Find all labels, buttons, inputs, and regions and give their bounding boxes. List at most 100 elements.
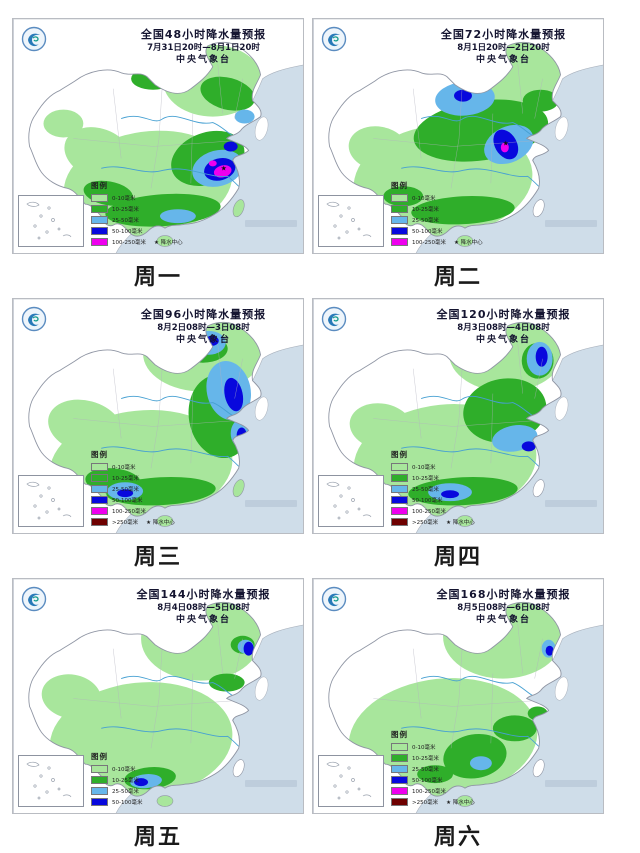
legend-entry: 100-250毫米 [91, 506, 175, 516]
korea-landmass [554, 116, 569, 141]
legend-entry: 25-50毫米 [391, 484, 475, 494]
china-border [328, 41, 562, 237]
legend-label: >250毫米 [112, 520, 139, 526]
legend-entry: 10-25毫米 [91, 204, 183, 214]
legend-entry: 50-100毫米 [91, 797, 142, 807]
forecast-panel: 全国120小时降水量预报 8月3日08时—4日08时 中央气象台 图例 0-10… [312, 298, 604, 576]
legend-swatch [91, 798, 108, 806]
hainan-island [456, 795, 474, 807]
china-precipitation-map: 全国120小时降水量预报 8月3日08时—4日08时 中央气象台 图例 0-10… [312, 298, 604, 534]
legend-entry: 100-250毫米 [391, 506, 475, 516]
legend-swatch [391, 194, 408, 202]
south-china-sea-inset [18, 755, 84, 807]
legend-entry: >250毫米 ★ 降水中心 [391, 797, 475, 807]
cma-logo-icon [21, 586, 47, 612]
day-label: 周二 [433, 265, 482, 290]
china-precipitation-map: 全国96小时降水量预报 8月2日08时—3日08时 中央气象台 图例 0-10毫… [12, 298, 304, 534]
day-label: 周六 [433, 825, 482, 850]
korea-landmass [254, 116, 269, 141]
legend-label: 0-10毫米 [412, 196, 436, 202]
legend-swatch [391, 787, 408, 795]
china-border [328, 601, 562, 797]
forecast-panel: 全国96小时降水量预报 8月2日08时—3日08时 中央气象台 图例 0-10毫… [12, 298, 304, 576]
china-border [28, 601, 262, 797]
legend-entry: 50-100毫米 [391, 226, 483, 236]
legend-label: 50-100毫米 [412, 778, 443, 784]
hainan-island [156, 515, 174, 527]
legend-entry: 50-100毫米 [91, 495, 175, 505]
legend-entry: 0-10毫米 [91, 462, 175, 472]
map-legend: 图例 0-10毫米 10-25毫米 25-50毫米 50-100毫米 [91, 751, 142, 808]
legend-entry: 50-100毫米 [391, 495, 475, 505]
legend-swatch [91, 765, 108, 773]
legend-label: 100-250毫米 [412, 240, 446, 246]
south-china-sea-inset [318, 755, 384, 807]
forecast-panel: ★ 全国72小时降水量预报 8月1日20时—2日20时 中央气象台 图例 0-1… [312, 18, 604, 296]
legend-label: 50-100毫米 [112, 498, 143, 504]
legend-entry: 25-50毫米 [391, 764, 475, 774]
map-legend: 图例 0-10毫米 10-25毫米 25-50毫米 50-100毫米 100-2… [391, 180, 483, 248]
legend-swatch [91, 194, 108, 202]
legend-label: 10-25毫米 [112, 476, 139, 482]
legend-center-note: ★ 降水中心 [446, 520, 475, 526]
korea-landmass [254, 396, 269, 421]
legend-entry: 10-25毫米 [91, 473, 175, 483]
map-canvas [13, 299, 303, 533]
legend-swatch [91, 518, 108, 526]
legend-swatch [391, 765, 408, 773]
legend-entry: >250毫米 ★ 降水中心 [391, 517, 475, 527]
legend-entry: 25-50毫米 [91, 484, 175, 494]
legend-swatch [91, 776, 108, 784]
legend-label: >250毫米 [412, 520, 439, 526]
legend-entry: 25-50毫米 [91, 215, 183, 225]
legend-title: 图例 [391, 181, 408, 190]
cma-logo-icon [321, 306, 347, 332]
legend-label: 50-100毫米 [412, 498, 443, 504]
legend-label: 25-50毫米 [412, 767, 439, 773]
legend-swatch [391, 496, 408, 504]
legend-label: 10-25毫米 [412, 207, 439, 213]
taiwan-island [532, 479, 545, 498]
hainan-island [456, 235, 474, 247]
rivers [101, 395, 239, 467]
legend-entry: 10-25毫米 [391, 473, 475, 483]
legend-swatch [391, 518, 408, 526]
legend-entry: 100-250毫米 ★ 降水中心 [91, 237, 183, 247]
china-precipitation-map: 全国168小时降水量预报 8月5日08时—6日08时 中央气象台 图例 0-10… [312, 578, 604, 814]
legend-swatch [391, 798, 408, 806]
map-canvas: ★ [13, 19, 303, 253]
fine-print-watermark [245, 780, 297, 787]
fine-print-watermark [545, 500, 597, 507]
fine-print-watermark [545, 220, 597, 227]
day-label: 周五 [133, 825, 182, 850]
svg-text:★: ★ [503, 139, 509, 147]
legend-entry: 100-250毫米 [391, 786, 475, 796]
korea-landmass [554, 676, 569, 701]
map-legend: 图例 0-10毫米 10-25毫米 25-50毫米 50-100毫米 100-2… [391, 729, 475, 808]
rivers [401, 395, 539, 467]
korea-landmass [254, 676, 269, 701]
legend-label: 10-25毫米 [412, 476, 439, 482]
legend-swatch [391, 743, 408, 751]
cma-logo-icon [21, 26, 47, 52]
south-china-sea-inset [18, 195, 84, 247]
legend-swatch [391, 754, 408, 762]
legend-entry: >250毫米 ★ 降水中心 [91, 517, 175, 527]
china-border [28, 321, 262, 517]
forecast-panel: 全国168小时降水量预报 8月5日08时—6日08时 中央气象台 图例 0-10… [312, 578, 604, 853]
legend-entry: 25-50毫米 [91, 786, 142, 796]
legend-swatch [91, 238, 108, 246]
inset-islands [326, 481, 372, 520]
legend-label: 50-100毫米 [412, 229, 443, 235]
legend-label: 10-25毫米 [112, 207, 139, 213]
taiwan-island [232, 479, 245, 498]
map-canvas: ★ [313, 19, 603, 253]
legend-entry: 0-10毫米 [91, 193, 183, 203]
taiwan-island [232, 199, 245, 218]
inset-islands [26, 761, 72, 800]
legend-center-note: ★ 降水中心 [146, 520, 175, 526]
legend-label: 100-250毫米 [412, 509, 446, 515]
forecast-panel: 全国144小时降水量预报 8月4日08时—5日08时 中央气象台 图例 0-10… [12, 578, 304, 853]
legend-label: 0-10毫米 [412, 465, 436, 471]
cma-logo-icon [321, 586, 347, 612]
